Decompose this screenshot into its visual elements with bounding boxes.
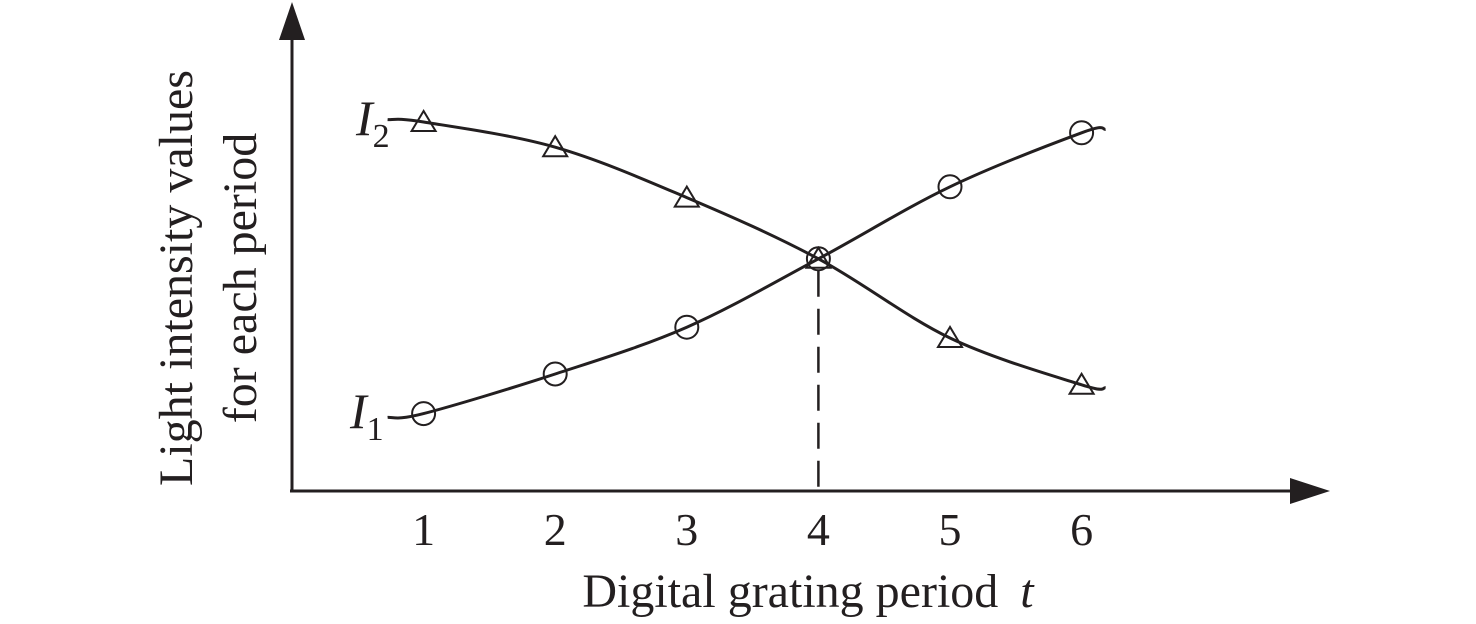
series-label-i2: I2 bbox=[355, 90, 390, 155]
series-2-point-5 bbox=[936, 325, 964, 348]
x-axis-title: Digital grating period t bbox=[582, 565, 1035, 618]
series-label-i2-subscript: 2 bbox=[373, 118, 390, 155]
y-axis-arrow bbox=[279, 2, 305, 40]
y-axis-title: Light intensity values for each period bbox=[150, 70, 267, 486]
x-tick-label-4: 4 bbox=[807, 504, 830, 555]
series-label-i1: I1 bbox=[349, 383, 384, 448]
series-1-point-1 bbox=[411, 401, 437, 427]
x-axis-arrow bbox=[1290, 478, 1330, 504]
x-tick-label-2: 2 bbox=[544, 504, 567, 555]
x-tick-label-5: 5 bbox=[939, 504, 962, 555]
y-axis-title-line-1: Light intensity values bbox=[150, 70, 203, 486]
series-2-point-6 bbox=[1067, 371, 1096, 395]
series-2-point-3 bbox=[673, 184, 701, 208]
series-label-i2-name: I bbox=[355, 90, 375, 146]
series-1-point-6 bbox=[1069, 120, 1095, 146]
series-1-curve bbox=[387, 126, 1106, 420]
x-tick-label-3: 3 bbox=[675, 504, 698, 555]
series-2-point-4 bbox=[804, 245, 833, 269]
x-tick-label-1: 1 bbox=[412, 504, 435, 555]
series-label-i1-name: I bbox=[349, 383, 369, 439]
series-2-point-2 bbox=[541, 134, 569, 158]
series-2-curve bbox=[387, 117, 1106, 391]
x-tick-label-6: 6 bbox=[1070, 504, 1093, 555]
x-tick-labels: 1 2 3 4 5 6 bbox=[412, 504, 1093, 555]
series-1-point-2 bbox=[542, 361, 568, 387]
series-1-point-3 bbox=[674, 314, 700, 340]
x-axis-title-text: Digital grating period bbox=[582, 565, 998, 618]
x-axis-title-variable: t bbox=[1020, 565, 1035, 618]
series-layer bbox=[387, 109, 1106, 427]
series-label-i1-subscript: 1 bbox=[367, 411, 384, 448]
series-1-point-5 bbox=[937, 174, 963, 200]
y-axis-title-line-2: for each period bbox=[214, 133, 267, 424]
series-2-point-1 bbox=[409, 109, 438, 132]
